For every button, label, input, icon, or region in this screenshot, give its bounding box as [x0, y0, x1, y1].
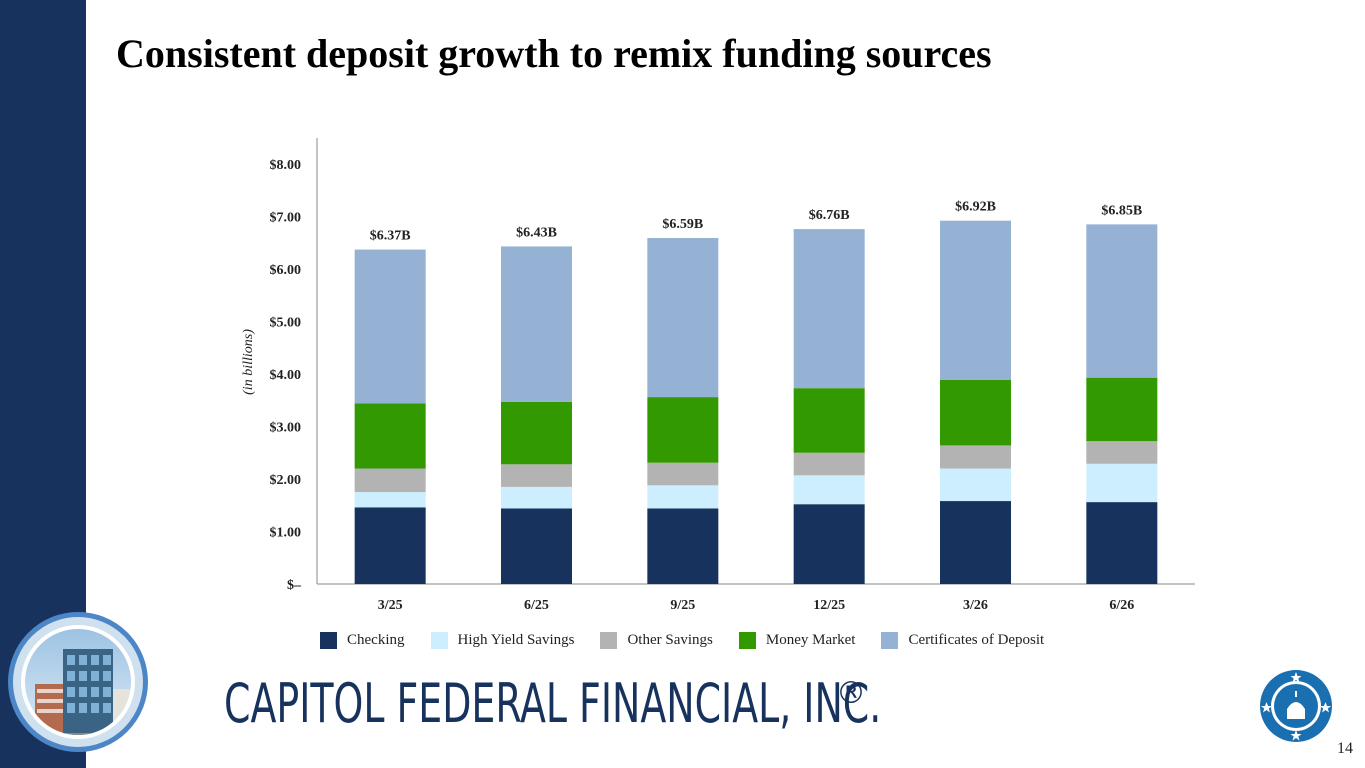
y-tick-label: $2.00 — [270, 473, 302, 488]
legend-item: Other Savings — [600, 632, 713, 649]
y-tick-label: $4.00 — [270, 368, 302, 383]
page-number: 14 — [1337, 740, 1353, 757]
capitol-federal-seal-icon — [1260, 670, 1332, 742]
legend-item: Checking — [320, 632, 405, 649]
legend-label: Checking — [347, 632, 405, 648]
bar-segment-checking — [793, 504, 865, 584]
bar-total-label: $6.85B — [1101, 203, 1142, 218]
bar-segment-other-savings — [793, 452, 865, 476]
y-tick-label: $3.00 — [270, 421, 302, 436]
legend-label: High Yield Savings — [457, 632, 575, 648]
y-tick-label: $7.00 — [270, 211, 302, 226]
x-tick-label: 3/26 — [963, 598, 988, 613]
bar-segment-checking — [501, 508, 572, 584]
bar-total-label: $6.37B — [370, 229, 411, 244]
bar-total-label: $6.76B — [809, 208, 850, 223]
y-tick-label: $6.00 — [270, 263, 302, 278]
bar-segment-checking — [647, 508, 719, 584]
headquarters-building-photo — [8, 612, 148, 752]
bar-segment-other-savings — [940, 445, 1011, 469]
bar-segment-money-market — [1086, 377, 1158, 442]
y-tick-label: $1.00 — [270, 526, 302, 541]
bar-segment-high-yield-savings — [940, 468, 1011, 502]
bar-segment-high-yield-savings — [354, 492, 426, 508]
legend-swatch — [430, 632, 448, 649]
chart-legend: Checking High Yield Savings Other Savings M… — [320, 632, 1044, 649]
bar-segment-money-market — [501, 401, 572, 465]
legend-swatch — [600, 632, 618, 649]
bar-segment-certificates-of-deposit — [501, 246, 572, 402]
legend-label: Other Savings — [627, 632, 713, 648]
legend-swatch — [738, 632, 756, 649]
y-tick-label: $5.00 — [270, 316, 302, 331]
y-axis-label: (in billions) — [241, 329, 256, 395]
x-tick-label: 3/25 — [378, 598, 403, 613]
legend-swatch — [320, 632, 337, 649]
company-name-logotype: CAPITOL FEDERAL FINANCIAL, INC. — [224, 672, 882, 735]
bar-segment-certificates-of-deposit — [940, 220, 1011, 380]
bar-segment-money-market — [354, 403, 426, 469]
bar-segment-high-yield-savings — [647, 485, 719, 509]
bar-segment-certificates-of-deposit — [1086, 224, 1158, 378]
bar-segment-checking — [940, 501, 1011, 584]
legend-item: High Yield Savings — [430, 632, 575, 649]
bar-segment-other-savings — [647, 462, 719, 486]
x-tick-label: 12/25 — [813, 598, 845, 613]
bar-segment-other-savings — [501, 464, 572, 487]
bar-segment-other-savings — [354, 468, 426, 493]
x-tick-label: 6/26 — [1109, 598, 1134, 613]
legend-label: Certificates of Deposit — [908, 632, 1045, 648]
registered-mark: ® — [836, 676, 866, 711]
bar-segment-checking — [354, 507, 426, 584]
bar-segment-high-yield-savings — [1086, 463, 1158, 503]
legend-item: Money Market — [738, 632, 856, 649]
bar-segment-certificates-of-deposit — [354, 249, 426, 404]
bar-segment-high-yield-savings — [793, 475, 865, 505]
bar-segment-money-market — [647, 397, 719, 463]
x-tick-label: 9/25 — [670, 598, 695, 613]
bar-segment-certificates-of-deposit — [793, 229, 865, 389]
bar-total-label: $6.92B — [955, 200, 996, 215]
bar-total-label: $6.59B — [662, 217, 703, 232]
bar-segment-checking — [1086, 502, 1158, 584]
legend-swatch — [881, 632, 899, 649]
bar-segment-money-market — [940, 379, 1011, 446]
slide-title: Consistent deposit growth to remix fundi… — [116, 31, 992, 76]
legend-item: Certificates of Deposit — [881, 632, 1044, 649]
bar-segment-other-savings — [1086, 441, 1158, 464]
y-tick-label: $– — [287, 578, 302, 593]
x-tick-label: 6/25 — [524, 598, 549, 613]
bar-segment-high-yield-savings — [501, 486, 572, 509]
y-tick-label: $8.00 — [270, 158, 302, 173]
legend-label: Money Market — [765, 632, 856, 648]
bar-segment-certificates-of-deposit — [647, 238, 719, 398]
bar-total-label: $6.43B — [516, 225, 557, 240]
bar-segment-money-market — [793, 388, 865, 453]
